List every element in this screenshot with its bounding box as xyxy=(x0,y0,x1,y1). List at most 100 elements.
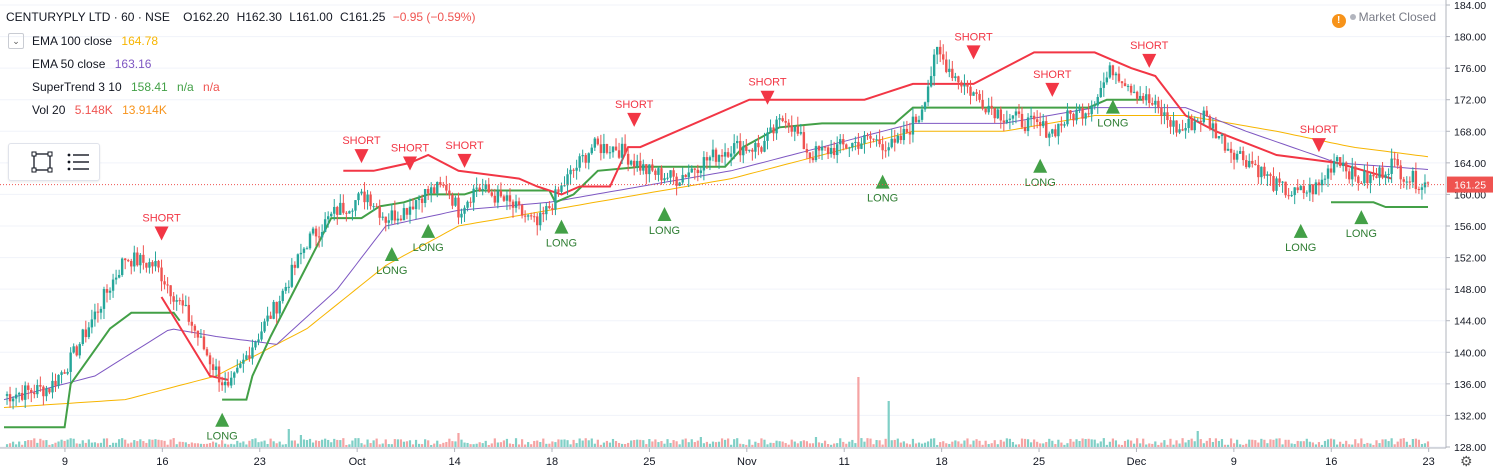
volume-bar xyxy=(1229,438,1233,447)
collapse-chevron-icon[interactable]: ⌄ xyxy=(8,33,24,49)
market-status[interactable]: ! Market Closed xyxy=(1331,10,1436,28)
volume-bar xyxy=(139,439,142,447)
volume-bar xyxy=(1033,439,1036,447)
volume-bar xyxy=(1099,441,1102,447)
volume-bar xyxy=(411,444,415,447)
volume-bar xyxy=(287,429,290,447)
candle-body xyxy=(1060,123,1063,126)
settings-gear-icon[interactable]: ⚙ xyxy=(1460,453,1473,469)
candle-body xyxy=(869,135,872,139)
volume-bar xyxy=(293,440,296,447)
volume-bar xyxy=(1063,444,1066,447)
candle-body xyxy=(96,311,100,313)
candle-body xyxy=(1054,129,1057,137)
time-tick-label: 23 xyxy=(254,456,266,468)
volume-bar xyxy=(402,441,406,447)
volume-bar xyxy=(448,438,451,447)
volume-bar xyxy=(669,442,672,447)
volume-bar xyxy=(569,444,572,447)
short-signal-arrow xyxy=(154,226,169,241)
volume-bar xyxy=(1196,431,1199,447)
candle-body xyxy=(481,188,484,191)
indicator-label: Vol 20 xyxy=(32,103,66,117)
indicator-supertrend[interactable]: SuperTrend 3 10 158.41 n/a n/a xyxy=(32,80,220,94)
volume-bar xyxy=(454,441,457,447)
volume-bar xyxy=(620,443,624,447)
candle-body xyxy=(130,260,133,267)
candle-body xyxy=(1384,174,1387,178)
lines-list-icon[interactable] xyxy=(65,149,91,175)
volume-bar xyxy=(975,439,978,447)
volume-bar xyxy=(390,444,393,447)
candle-body xyxy=(1393,158,1396,160)
price-tick-label: 168.00 xyxy=(1454,126,1486,138)
indicator-label: EMA 50 close xyxy=(32,57,106,71)
symbol-title[interactable]: CENTURYPLY LTD · 60 · NSE xyxy=(6,10,170,24)
candle-body xyxy=(287,286,290,288)
candle-body xyxy=(599,144,603,154)
volume-bar xyxy=(714,442,718,447)
candle-body xyxy=(290,264,294,287)
long-signal-label: LONG xyxy=(546,238,577,250)
volume-bar xyxy=(1039,443,1042,447)
price-tick-label: 176.00 xyxy=(1454,63,1486,75)
volume-bar xyxy=(751,444,754,447)
rectangle-select-icon[interactable] xyxy=(29,149,55,175)
candle-body xyxy=(1202,110,1205,123)
time-tick-label: 16 xyxy=(156,456,168,468)
candle-body xyxy=(1135,91,1139,99)
volume-bar xyxy=(227,444,230,447)
indicator-volume[interactable]: Vol 20 5.148K 13.914K xyxy=(32,103,167,117)
candle-body xyxy=(57,374,60,386)
candle-body xyxy=(457,197,460,218)
volume-bar xyxy=(848,441,851,447)
candle-body xyxy=(742,146,745,156)
volume-bar xyxy=(1151,443,1154,447)
candle-body xyxy=(27,385,30,390)
candle-body xyxy=(554,189,557,210)
volume-bar xyxy=(396,439,399,447)
candle-body xyxy=(257,339,260,342)
candle-body xyxy=(1011,115,1015,119)
candle-body xyxy=(202,336,206,350)
indicator-ema100[interactable]: EMA 100 close 164.78 xyxy=(32,34,158,48)
volume-bar xyxy=(496,442,499,447)
candle-body xyxy=(687,172,690,178)
candle-body xyxy=(642,164,645,171)
candle-body xyxy=(214,366,218,371)
candle-body xyxy=(1075,109,1078,121)
candle-body xyxy=(1269,174,1272,177)
candle-body xyxy=(684,174,687,178)
long-signal-arrow xyxy=(875,174,890,189)
volume-bar xyxy=(536,440,539,447)
candle-body xyxy=(323,219,327,233)
time-tick-label: 16 xyxy=(1325,456,1337,468)
volume-bar xyxy=(481,443,484,447)
volume-bar xyxy=(599,444,602,447)
volume-bar xyxy=(754,441,757,447)
volume-bar xyxy=(1051,440,1054,447)
indicator-ema50[interactable]: EMA 50 close 163.16 xyxy=(32,57,151,71)
candle-body xyxy=(1302,186,1305,193)
volume-bar xyxy=(1281,444,1284,447)
candle-body xyxy=(411,206,415,210)
long-signal-arrow xyxy=(421,223,436,238)
candle-body xyxy=(669,170,672,178)
volume-bar xyxy=(1114,440,1118,447)
candle-body xyxy=(878,139,881,145)
volume-bar xyxy=(1399,438,1402,447)
volume-bar xyxy=(1269,439,1272,447)
volume-bar xyxy=(775,440,778,447)
candle-body xyxy=(220,382,224,386)
volume-bar xyxy=(430,444,433,447)
long-signal-arrow xyxy=(1033,158,1048,173)
candle-body xyxy=(396,218,400,221)
candle-body xyxy=(1178,129,1181,133)
volume-bar xyxy=(699,437,702,447)
long-signal-label: LONG xyxy=(1097,118,1128,130)
candle-body xyxy=(142,254,145,263)
volume-bar xyxy=(360,443,363,447)
volume-bar xyxy=(1260,438,1263,447)
volume-bar xyxy=(48,444,51,447)
